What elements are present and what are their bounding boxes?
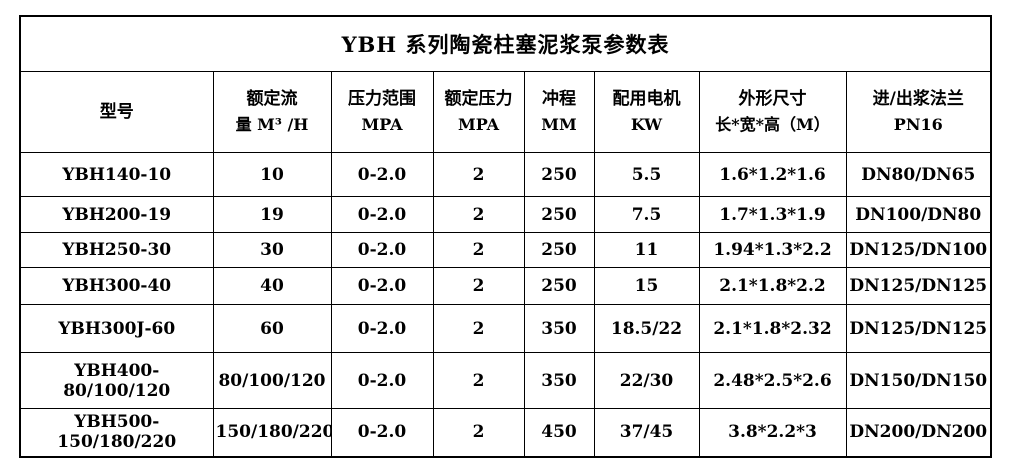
cell-pressure-range: 0-2.0 (330, 408, 434, 457)
cell-flange: DN125/DN125 (845, 304, 992, 353)
header-line2: 长*宽*高（M） (715, 115, 830, 134)
cell-stroke: 350 (523, 352, 595, 409)
cell-model: YBH250-30 (19, 232, 214, 268)
column-header-pressure-range: 压力范围 MPA (330, 71, 434, 153)
header-row: 型号 额定流 量 M³ /H 压力范围 MPA 额定压力 MPA 冲程 MM 配… (19, 71, 992, 153)
cell-rated-flow: 60 (212, 304, 332, 353)
cell-motor: 7.5 (593, 196, 700, 233)
cell-dimensions: 1.94*1.3*2.2 (698, 232, 847, 268)
header-line2: KW (630, 115, 663, 134)
table-row: YBH300-40 40 0-2.0 2 250 15 2.1*1.8*2.2 … (19, 267, 992, 305)
cell-rated-pressure: 2 (432, 152, 525, 197)
cell-stroke: 250 (523, 196, 595, 233)
cell-model: YBH500-150/180/220 (19, 408, 214, 457)
cell-dimensions: 2.1*1.8*2.32 (698, 304, 847, 353)
pump-parameter-table: YBH 系列陶瓷柱塞泥浆泵参数表 型号 额定流 量 M³ /H 压力范围 MPA… (19, 15, 993, 458)
table-row: YBH300J-60 60 0-2.0 2 350 18.5/22 2.1*1.… (19, 304, 992, 353)
header-line1: 压力范围 (348, 89, 416, 109)
table-row: YBH500-150/180/220 150/180/220 0-2.0 2 4… (19, 408, 992, 457)
header-line1: 型号 (99, 102, 134, 122)
table-row: YBH140-10 10 0-2.0 2 250 5.5 1.6*1.2*1.6… (19, 152, 992, 197)
table-row: YBH200-19 19 0-2.0 2 250 7.5 1.7*1.3*1.9… (19, 196, 992, 233)
cell-dimensions: 1.6*1.2*1.6 (698, 152, 847, 197)
cell-rated-flow: 19 (212, 196, 332, 233)
cell-pressure-range: 0-2.0 (330, 352, 434, 409)
cell-pressure-range: 0-2.0 (330, 232, 434, 268)
cell-dimensions: 2.1*1.8*2.2 (698, 267, 847, 305)
column-header-model: 型号 (19, 71, 214, 153)
cell-flange: DN200/DN200 (845, 408, 992, 457)
cell-pressure-range: 0-2.0 (330, 196, 434, 233)
cell-model: YBH140-10 (19, 152, 214, 197)
cell-model: YBH200-19 (19, 196, 214, 233)
cell-rated-flow: 80/100/120 (212, 352, 332, 409)
cell-flange: DN80/DN65 (845, 152, 992, 197)
cell-flange: DN125/DN100 (845, 232, 992, 268)
cell-motor: 11 (593, 232, 700, 268)
cell-stroke: 250 (523, 232, 595, 268)
cell-flange: DN100/DN80 (845, 196, 992, 233)
cell-stroke: 250 (523, 267, 595, 305)
header-line1: 配用电机 (612, 89, 681, 109)
cell-dimensions: 1.7*1.3*1.9 (698, 196, 847, 233)
cell-stroke: 350 (523, 304, 595, 353)
cell-rated-flow: 10 (212, 152, 332, 197)
cell-rated-pressure: 2 (432, 408, 525, 457)
cell-flange: DN125/DN125 (845, 267, 992, 305)
cell-rated-flow: 30 (212, 232, 332, 268)
title-row: YBH 系列陶瓷柱塞泥浆泵参数表 (19, 15, 992, 72)
cell-rated-pressure: 2 (432, 304, 525, 353)
header-line2: MM (541, 115, 577, 134)
cell-model: YBH400-80/100/120 (19, 352, 214, 409)
cell-dimensions: 3.8*2.2*3 (698, 408, 847, 457)
cell-stroke: 450 (523, 408, 595, 457)
header-line2: 量 M³ /H (235, 115, 309, 134)
cell-dimensions: 2.48*2.5*2.6 (698, 352, 847, 409)
cell-motor: 5.5 (593, 152, 700, 197)
column-header-stroke: 冲程 MM (523, 71, 595, 153)
cell-pressure-range: 0-2.0 (330, 304, 434, 353)
cell-model: YBH300-40 (19, 267, 214, 305)
header-line2: MPA (361, 115, 403, 134)
cell-rated-pressure: 2 (432, 267, 525, 305)
cell-motor: 22/30 (593, 352, 700, 409)
cell-flange: DN150/DN150 (845, 352, 992, 409)
cell-motor: 15 (593, 267, 700, 305)
header-line1: 进/出浆法兰 (872, 89, 964, 109)
column-header-dimensions: 外形尺寸 长*宽*高（M） (698, 71, 847, 153)
cell-motor: 18.5/22 (593, 304, 700, 353)
cell-model: YBH300J-60 (19, 304, 214, 353)
header-line2: MPA (458, 115, 499, 134)
cell-rated-pressure: 2 (432, 232, 525, 268)
header-line2: PN16 (893, 115, 943, 134)
cell-rated-pressure: 2 (432, 196, 525, 233)
cell-pressure-range: 0-2.0 (330, 267, 434, 305)
column-header-rated-flow: 额定流 量 M³ /H (212, 71, 332, 153)
table-row: YBH250-30 30 0-2.0 2 250 11 1.94*1.3*2.2… (19, 232, 992, 268)
cell-rated-flow: 150/180/220 (212, 408, 332, 457)
column-header-flange: 进/出浆法兰 PN16 (845, 71, 992, 153)
table-row: YBH400-80/100/120 80/100/120 0-2.0 2 350… (19, 352, 992, 409)
header-line1: 冲程 (542, 89, 576, 109)
cell-pressure-range: 0-2.0 (330, 152, 434, 197)
header-line1: 额定压力 (444, 89, 513, 109)
cell-rated-pressure: 2 (432, 352, 525, 409)
cell-motor: 37/45 (593, 408, 700, 457)
table-title: YBH 系列陶瓷柱塞泥浆泵参数表 (19, 15, 992, 72)
header-line1: 外形尺寸 (738, 89, 807, 109)
header-line1: 额定流 (246, 89, 298, 109)
column-header-rated-pressure: 额定压力 MPA (432, 71, 525, 153)
column-header-motor: 配用电机 KW (593, 71, 700, 153)
cell-rated-flow: 40 (212, 267, 332, 305)
cell-stroke: 250 (523, 152, 595, 197)
